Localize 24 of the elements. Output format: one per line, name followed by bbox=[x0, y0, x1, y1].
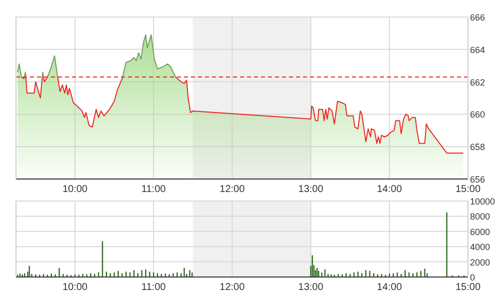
x-tick-label: 11:00 bbox=[141, 184, 166, 195]
y-tick-label: 664 bbox=[470, 44, 486, 55]
y-tick-label: 666 bbox=[470, 12, 486, 22]
y-tick-label: 2000 bbox=[470, 257, 490, 268]
y-tick-label: 658 bbox=[470, 142, 486, 152]
y-tick-label: 662 bbox=[470, 77, 486, 88]
y-tick-label: 10000 bbox=[470, 196, 496, 206]
x-tick-label: 14:00 bbox=[376, 184, 402, 195]
x-tick-label: 10:00 bbox=[62, 184, 88, 195]
y-tick-label: 4000 bbox=[470, 242, 490, 252]
x-tick-label: 11:00 bbox=[141, 282, 166, 293]
x-tick-label: 15:00 bbox=[455, 184, 481, 195]
x-tick-label: 13:00 bbox=[298, 184, 324, 195]
x-tick-label: 15:00 bbox=[455, 282, 481, 293]
y-tick-label: 0 bbox=[470, 272, 476, 282]
y-tick-label: 656 bbox=[470, 174, 486, 184]
x-tick-label: 14:00 bbox=[376, 282, 402, 293]
y-tick-label: 8000 bbox=[470, 212, 490, 222]
x-tick-label: 12:00 bbox=[220, 184, 246, 195]
y-tick-label: 660 bbox=[470, 110, 486, 120]
y-tick-label: 6000 bbox=[470, 226, 490, 237]
x-tick-label: 10:00 bbox=[62, 282, 88, 293]
x-tick-label: 12:00 bbox=[220, 282, 246, 293]
x-tick-label: 13:00 bbox=[298, 282, 324, 293]
